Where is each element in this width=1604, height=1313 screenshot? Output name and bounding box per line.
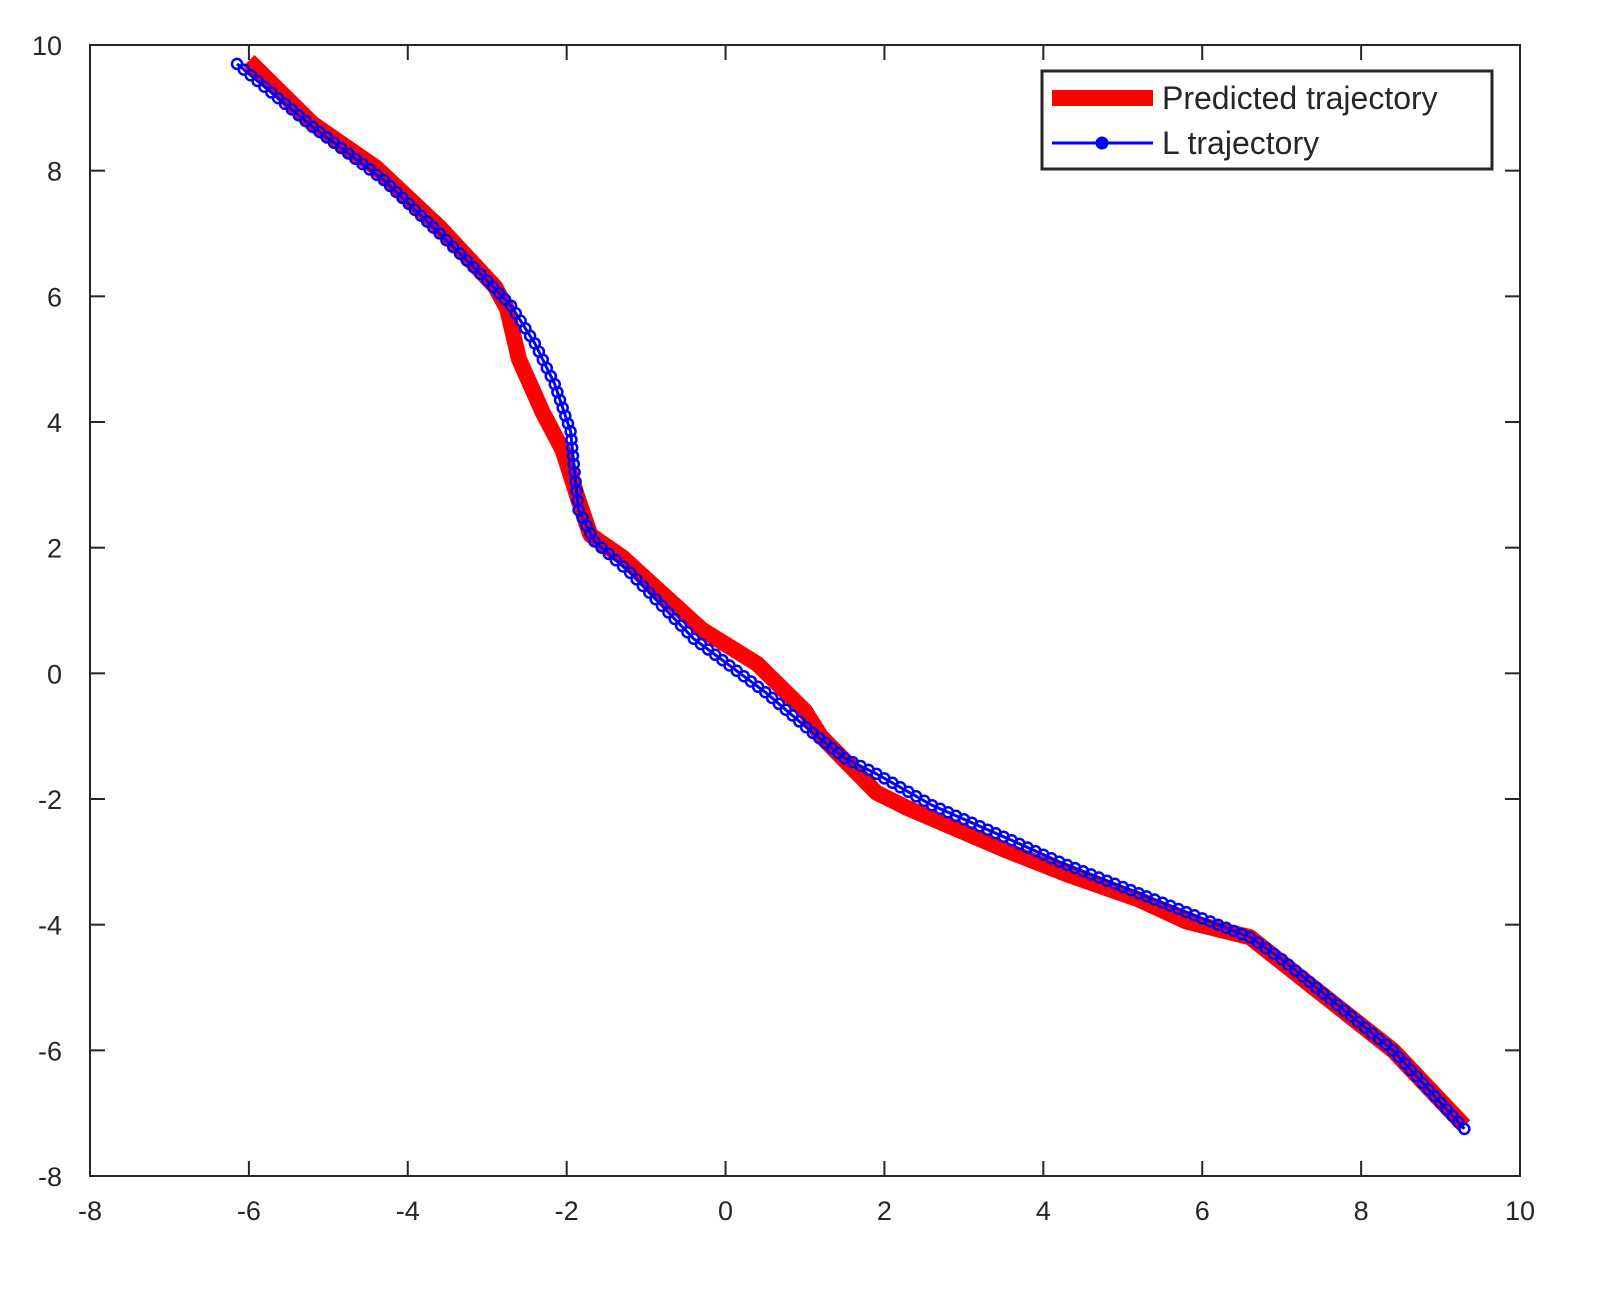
series-marker-l bbox=[609, 553, 623, 567]
legend-box bbox=[1040, 69, 1494, 171]
series-marker-l bbox=[565, 433, 578, 446]
series-marker-l bbox=[440, 233, 453, 247]
x-tick-label: -8 bbox=[78, 1196, 102, 1226]
x-tick-label: -6 bbox=[237, 1196, 261, 1226]
plot-area bbox=[90, 45, 1520, 1176]
series-marker-l bbox=[564, 425, 577, 438]
y-tick-label: -6 bbox=[38, 1036, 62, 1066]
y-tick-label: -8 bbox=[38, 1162, 62, 1192]
series-marker-l bbox=[551, 385, 564, 399]
y-tick-label: 0 bbox=[47, 659, 62, 689]
series-marker-l bbox=[681, 625, 694, 639]
y-tick-label: -2 bbox=[38, 785, 62, 815]
series-line-l bbox=[236, 62, 1466, 1130]
y-tick-label: 10 bbox=[32, 31, 62, 61]
series-marker-l bbox=[467, 260, 480, 274]
x-tick-label: -4 bbox=[396, 1196, 420, 1226]
x-tick-label: 8 bbox=[1354, 1196, 1369, 1226]
series-marker-l bbox=[668, 612, 681, 626]
y-tick-label: 2 bbox=[47, 534, 62, 564]
series-marker-l bbox=[643, 586, 656, 599]
x-tick-label: -2 bbox=[555, 1196, 579, 1226]
series-marker-l bbox=[446, 240, 460, 254]
y-tick-label: 4 bbox=[47, 408, 62, 438]
series-marker-l bbox=[630, 573, 643, 586]
series-marker-l bbox=[474, 267, 487, 281]
series-marker-l bbox=[567, 457, 581, 471]
series-marker-l bbox=[556, 401, 569, 415]
legend-marker-l bbox=[1095, 136, 1109, 150]
series-marker-l bbox=[566, 449, 580, 463]
series-marker-l bbox=[674, 619, 688, 632]
series-marker-l bbox=[1458, 1122, 1471, 1136]
x-tick-label: 0 bbox=[718, 1196, 733, 1226]
y-tick-label: 6 bbox=[47, 282, 62, 312]
series-marker-l bbox=[548, 378, 562, 391]
series-layer bbox=[230, 55, 1471, 1136]
series-marker-l bbox=[561, 417, 575, 430]
x-tick-label: 4 bbox=[1036, 1196, 1051, 1226]
y-tick-label: 8 bbox=[47, 157, 62, 187]
series-marker-l bbox=[616, 560, 630, 573]
series-marker-l bbox=[453, 247, 467, 260]
x-tick-label: 10 bbox=[1505, 1196, 1535, 1226]
series-marker-l bbox=[595, 541, 608, 554]
series-marker-l bbox=[565, 441, 579, 455]
legend-label-l: L trajectory bbox=[1162, 125, 1319, 161]
axes-box bbox=[89, 44, 1521, 1177]
series-marker-l bbox=[649, 592, 662, 606]
x-tick-label: 2 bbox=[877, 1196, 892, 1226]
series-marker-l bbox=[1267, 947, 1280, 960]
series-marker-l bbox=[460, 254, 474, 267]
series-marker-l bbox=[602, 547, 616, 561]
series-marker-l bbox=[553, 393, 567, 407]
series-marker-l bbox=[655, 599, 669, 613]
series-marker-l bbox=[623, 566, 637, 580]
series-marker-l bbox=[433, 227, 446, 240]
ticks-layer: -8 -6 -4 -2 0 2 4 6 8 10 -8 -6 -4 -2 0 2 4 6 8 10 bbox=[32, 31, 1535, 1226]
series-marker-l bbox=[588, 535, 601, 548]
series-marker-l bbox=[1251, 936, 1265, 949]
series-marker-l bbox=[559, 409, 572, 422]
x-tick-label: 6 bbox=[1195, 1196, 1210, 1226]
legend-label-predicted: Predicted trajectory bbox=[1162, 80, 1438, 116]
series-marker-l bbox=[636, 579, 650, 593]
legend: Predicted trajectory L trajectory bbox=[1040, 69, 1494, 171]
y-tick-label: -4 bbox=[38, 911, 62, 941]
series-marker-l bbox=[662, 606, 675, 619]
